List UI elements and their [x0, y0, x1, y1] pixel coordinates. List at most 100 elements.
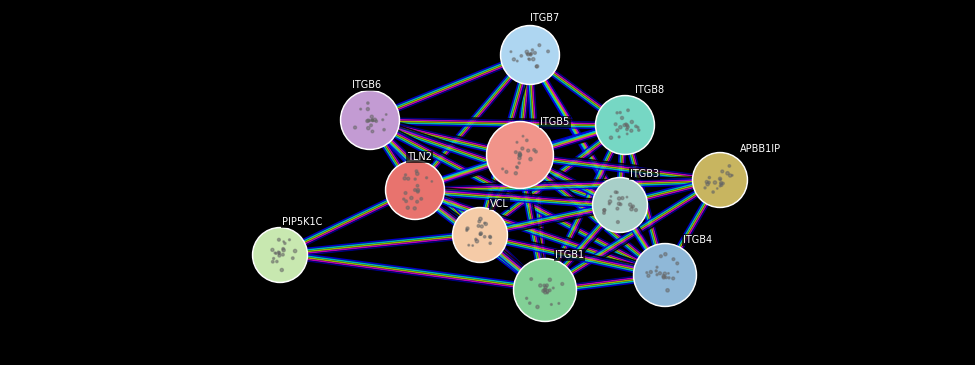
Point	[401, 176, 416, 182]
Point	[376, 127, 392, 132]
Point	[539, 290, 555, 296]
Text: APBB1IP: APBB1IP	[740, 144, 781, 154]
Point	[604, 135, 619, 141]
Point	[540, 49, 556, 54]
Point	[410, 199, 425, 205]
Point	[506, 57, 522, 62]
Point	[460, 226, 476, 231]
Point	[713, 176, 728, 182]
Point	[282, 237, 297, 243]
Point	[714, 180, 729, 186]
Circle shape	[500, 26, 560, 85]
Point	[522, 51, 537, 57]
Point	[620, 124, 636, 130]
Point	[527, 50, 543, 56]
Point	[396, 196, 411, 202]
Circle shape	[635, 245, 695, 305]
Point	[410, 187, 426, 193]
Point	[653, 253, 669, 259]
Point	[628, 207, 644, 213]
Point	[666, 256, 682, 262]
Point	[510, 165, 526, 170]
Point	[364, 122, 379, 128]
Point	[649, 264, 665, 270]
Circle shape	[594, 179, 646, 231]
Point	[521, 51, 536, 57]
Point	[473, 231, 488, 237]
Point	[268, 250, 284, 256]
Point	[624, 206, 640, 212]
Point	[639, 270, 654, 276]
Point	[657, 251, 673, 257]
Point	[271, 249, 287, 255]
Point	[400, 205, 415, 211]
Point	[532, 283, 548, 288]
Point	[515, 146, 530, 151]
Point	[619, 126, 635, 132]
Point	[512, 150, 527, 156]
Point	[265, 259, 281, 265]
Point	[656, 273, 672, 279]
Point	[272, 253, 288, 258]
Point	[514, 53, 529, 59]
Point	[483, 234, 498, 239]
Point	[524, 276, 539, 282]
Point	[364, 114, 379, 120]
Circle shape	[452, 207, 508, 262]
Point	[408, 176, 423, 182]
Point	[523, 52, 538, 58]
Point	[269, 258, 285, 264]
Point	[409, 168, 424, 174]
Point	[648, 268, 664, 274]
Point	[713, 181, 728, 187]
Point	[612, 124, 628, 130]
Point	[524, 51, 539, 57]
Point	[656, 274, 672, 280]
Point	[275, 252, 291, 258]
Point	[512, 153, 527, 159]
Circle shape	[502, 27, 558, 83]
Point	[495, 166, 511, 172]
Point	[624, 119, 640, 125]
Point	[408, 187, 423, 193]
Point	[398, 172, 413, 178]
Point	[551, 300, 566, 306]
Circle shape	[387, 162, 443, 218]
Point	[277, 241, 292, 246]
Point	[544, 301, 560, 307]
Point	[539, 288, 555, 294]
Point	[410, 171, 425, 177]
Point	[375, 117, 391, 123]
Point	[361, 118, 376, 123]
Point	[378, 112, 394, 118]
Text: ITGB3: ITGB3	[630, 169, 659, 179]
Point	[545, 285, 561, 291]
Point	[512, 155, 527, 161]
Point	[611, 134, 627, 140]
Point	[522, 57, 537, 62]
Point	[271, 250, 287, 256]
Point	[714, 182, 729, 188]
Point	[288, 248, 303, 254]
Point	[619, 122, 635, 128]
Point	[519, 138, 534, 143]
Point	[347, 124, 363, 130]
Point	[665, 276, 681, 281]
Point	[710, 185, 725, 191]
Point	[477, 220, 492, 226]
Point	[649, 272, 665, 278]
Point	[285, 255, 300, 261]
Point	[413, 196, 429, 202]
Point	[523, 156, 538, 162]
Point	[707, 180, 722, 185]
Point	[701, 180, 717, 185]
Point	[619, 131, 635, 137]
Point	[424, 178, 440, 184]
Point	[274, 267, 290, 273]
Point	[602, 201, 617, 207]
Circle shape	[253, 227, 307, 283]
Point	[609, 110, 625, 116]
Circle shape	[342, 92, 398, 148]
Point	[360, 106, 375, 112]
Circle shape	[385, 161, 445, 219]
